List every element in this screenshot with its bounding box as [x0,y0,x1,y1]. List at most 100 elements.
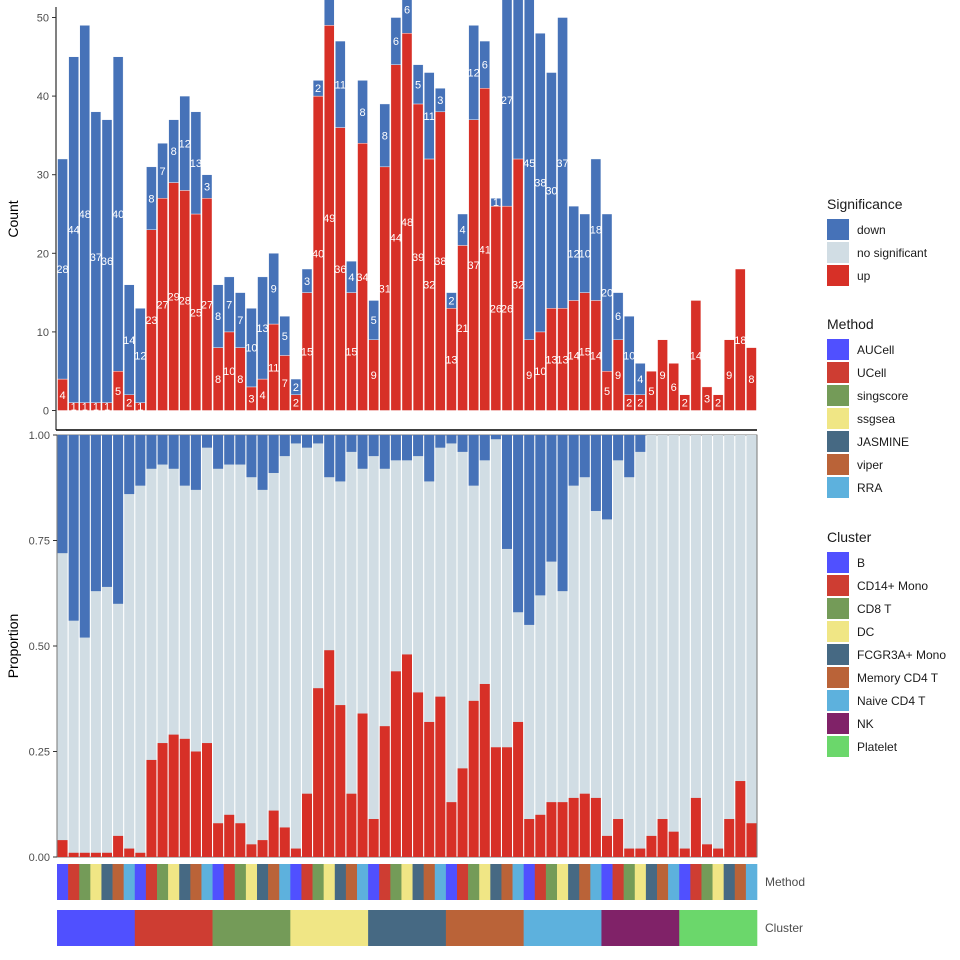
count-bar-down [79,25,90,403]
method-strip-cell [301,864,313,900]
cluster-legend-swatch [827,667,849,688]
method-strip-cell [123,864,136,900]
proportion-bar-down [90,435,101,592]
cluster-strip-cell [57,910,136,946]
count-label-up: 9 [615,370,621,382]
count-label-down: 44 [68,225,80,237]
count-label-down: 10 [245,343,257,355]
method-strip-cell [401,864,413,900]
count-label-up: 2 [715,398,721,410]
count-label-up: 10 [223,366,235,378]
count-y-tick-label: 0 [43,406,49,418]
proportion-bar-up [279,827,290,857]
cluster-legend-swatch [827,713,849,734]
cluster-legend-item: B [827,551,946,574]
cluster-strip-cell [445,910,524,946]
count-bar-up [746,347,757,411]
count-label-down: 36 [101,256,113,268]
count-label-up: 14 [590,350,602,362]
proportion-bar-no-significant [168,435,179,857]
proportion-bar-up [513,721,524,857]
proportion-bar-no-significant [202,435,212,857]
method-strip-cell [223,864,236,900]
count-label-up: 5 [648,386,654,398]
method-legend: Method AUCell UCell singscore ssgsea JASMINE… [827,316,909,499]
proportion-bar-no-significant [446,435,457,857]
proportion-bar-up [57,840,68,857]
count-label-up: 23 [145,315,157,327]
proportion-y-tick-label: 1.00 [29,430,50,442]
proportion-y-tick-label: 0.75 [29,536,50,548]
proportion-bar-down [302,435,312,448]
proportion-bar-no-significant [679,435,690,857]
significance-legend-label: no significant [857,245,928,260]
method-strip-cell [134,864,147,900]
method-strip-cell [634,864,647,900]
count-label-up: 38 [434,256,446,268]
method-strip-cell [612,864,624,900]
proportion-bar-down [557,435,568,592]
proportion-bar-no-significant [224,435,235,857]
cluster-legend-item: FCGR3A+ Mono [827,643,946,666]
proportion-bar-up [146,759,157,857]
count-label-up: 15 [345,347,357,359]
count-bar-down [590,158,602,301]
cluster-legend-item: DC [827,620,946,643]
count-bar-down [635,363,646,395]
proportion-bar-down [379,435,390,469]
proportion-bar-up [635,848,646,857]
method-strip-cell [657,864,669,900]
proportion-bar-no-significant [579,435,590,857]
proportion-bar-down [435,435,446,448]
proportion-bar-up [579,793,590,857]
count-y-tick-label: 50 [37,13,49,25]
proportion-bar-down [224,435,235,465]
count-label-down: 8 [215,311,221,323]
count-label-up: 49 [323,213,335,225]
count-bar-down [268,253,279,325]
count-bar-down [446,292,457,309]
cluster-legend-label: FCGR3A+ Mono [857,647,947,662]
count-label-down: 14 [123,335,135,347]
proportion-bar-no-significant [79,435,90,857]
proportion-bar-up [724,819,735,857]
proportion-bar-down [424,435,435,482]
count-label-up: 15 [579,347,591,359]
count-label-up: 32 [423,280,435,292]
method-strip-cell [412,864,424,900]
proportion-bar-down [213,435,224,469]
proportion-bar-up [435,696,446,857]
proportion-bar-down [535,435,546,596]
count-label-up: 2 [293,398,299,410]
method-strip-cell [168,864,180,900]
proportion-bar-down [324,435,335,478]
proportion-bar-down [524,435,535,625]
cluster-legend-item: Naive CD4 T [827,689,946,712]
count-label-down: 37 [90,252,102,264]
count-label-down: 2 [315,83,321,95]
count-bar-down [390,17,402,65]
proportion-bar-up [224,814,235,857]
method-legend-item: JASMINE [827,430,909,453]
cluster-strip-cell [212,910,291,946]
proportion-bar-up [546,802,557,857]
proportion-bar-up [79,852,90,857]
count-y-tick-label: 40 [37,91,49,103]
proportion-bar-down [468,435,479,486]
count-bar-down [457,213,468,246]
count-label-down: 13 [190,158,202,170]
proportion-bar-no-significant [135,435,146,857]
count-label-up: 40 [312,248,324,260]
proportion-bar-up [602,835,612,857]
method-strip-cell [379,864,391,900]
count-label-down: 13 [256,323,268,335]
method-strip-cell [201,864,213,900]
count-label-up: 34 [356,272,368,284]
cluster-legend-item: NK [827,712,946,735]
proportion-bar-no-significant [57,435,68,857]
count-y-tick-label: 10 [37,327,49,339]
method-strip-cell [545,864,558,900]
proportion-bar-no-significant [702,435,712,857]
cluster-legend-swatch [827,644,849,665]
